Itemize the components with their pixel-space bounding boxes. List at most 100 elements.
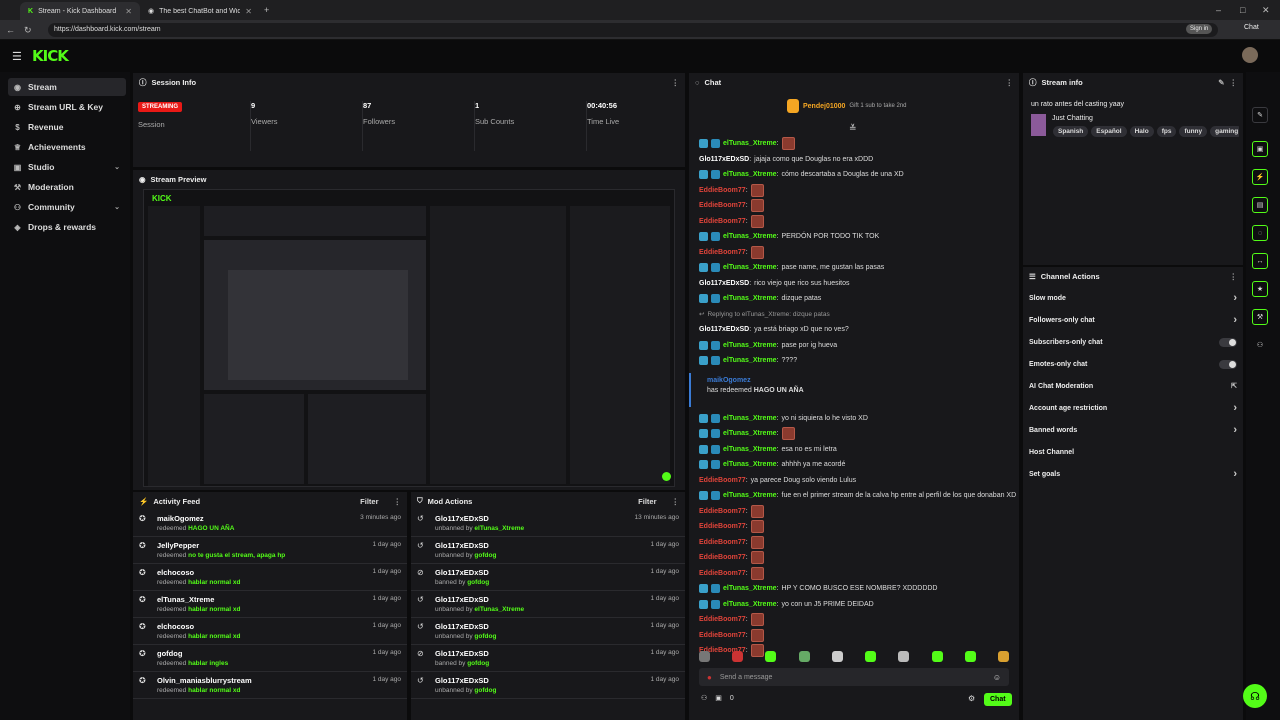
stream-tag[interactable]: gaming [1210,126,1239,137]
chat-username[interactable]: elTunas_Xtreme [723,171,777,179]
activity-user[interactable]: Olvin_maniasblurrystream [157,676,252,685]
rail-chat-button[interactable]: ◌ [1248,224,1272,242]
chat-message[interactable]: EddieBoom77: [689,214,1019,230]
channel-action-host-channel[interactable]: Host Channel [1023,441,1243,463]
emote-picker-icon[interactable] [732,651,744,662]
rail-resize-button[interactable]: ↔ [1248,252,1272,270]
sidebar-item-stream[interactable]: ◉ Stream [8,78,126,96]
chat-message[interactable]: elTunas_Xtreme: pase name, me gustan las … [689,260,1019,276]
back-icon[interactable]: ← [6,25,15,35]
channel-action-emotes-only-chat[interactable]: Emotes-only chat [1023,353,1243,375]
chat-username[interactable]: elTunas_Xtreme [723,600,777,608]
chat-username[interactable]: elTunas_Xtreme [723,445,777,453]
chat-username[interactable]: Glo117xEDxSD [699,279,750,287]
new-tab-button[interactable]: + [264,5,270,15]
mod-action-row[interactable]: ↺ Glo117xEDxSD unbanned by elTunas_Xtreme 1… [411,591,685,618]
chat-message[interactable]: EddieBoom77: [689,566,1019,582]
emote-picker-icon[interactable] [798,651,810,662]
chat-username[interactable]: elTunas_Xtreme [723,357,777,365]
channel-action-subscribers-only-chat[interactable]: Subscribers-only chat [1023,331,1243,353]
sidebar-item-drops-rewards[interactable]: ◈ Drops & rewards [8,218,126,236]
emote-picker-icon[interactable] [765,651,777,662]
browser-tab-chatbot[interactable]: ◉ The best ChatBot and Widgets fo ✕ [140,2,260,20]
stream-preview-video[interactable]: KICK [143,189,675,487]
chat-username[interactable]: EddieBoom77 [699,186,746,194]
stream-tag[interactable]: Spanish [1053,126,1089,137]
channel-action-ai-chat-moderation[interactable]: AI Chat Moderation ⇱ [1023,375,1243,397]
channel-action-account-age-restriction[interactable]: Account age restriction › [1023,397,1243,419]
activity-row[interactable]: ✪ elTunas_Xtreme redeemed hablar normal xd… [133,591,407,618]
chat-username[interactable]: elTunas_Xtreme [723,414,777,422]
chat-message[interactable]: elTunas_Xtreme: cómo descartaba a Douglas… [689,167,1019,183]
rail-users-button[interactable]: ⚇ [1256,342,1264,349]
chat-message[interactable]: Glo117xEDxSD: jajaja como que Douglas no … [689,152,1019,168]
menu-icon[interactable]: ☰ [12,51,22,63]
chat-message[interactable]: elTunas_Xtreme: ahhhh ya me acordé [689,457,1019,473]
more-icon[interactable]: ⋮ [671,77,680,87]
more-icon[interactable]: ⋮ [1229,77,1238,87]
chat-username[interactable]: elTunas_Xtreme [723,585,777,593]
sidebar-item-revenue[interactable]: $ Revenue [8,118,126,136]
more-icon[interactable]: ⋮ [671,496,680,506]
activity-user[interactable]: JellyPepper [157,541,200,550]
rail-session-button[interactable]: ▣ [1248,140,1272,158]
reload-icon[interactable]: ↻ [24,25,32,35]
chat-username[interactable]: EddieBoom77 [699,248,746,256]
minimize-icon[interactable]: – [1216,5,1222,15]
channel-action-set-goals[interactable]: Set goals › [1023,463,1243,485]
chat-message[interactable]: elTunas_Xtreme: pase por ig hueva [689,338,1019,354]
chat-input-box[interactable]: ● Send a message ☺ [699,668,1009,686]
activity-user[interactable]: elchocoso [157,622,195,631]
chat-username[interactable]: elTunas_Xtreme [723,295,777,303]
rail-wrench-button[interactable]: ⚒ [1248,308,1272,326]
chat-username[interactable]: elTunas_Xtreme [723,140,777,148]
chat-username[interactable]: EddieBoom77 [699,217,746,225]
activity-row[interactable]: ✪ gofdog redeemed hablar ingles 1 day ago [133,645,407,672]
chat-username[interactable]: EddieBoom77 [699,631,746,639]
activity-user[interactable]: gofdog [157,649,183,658]
kick-logo[interactable]: KICK [32,47,69,65]
chat-message[interactable]: elTunas_Xtreme: yo ni siquiera lo he vist… [689,411,1019,427]
chat-message[interactable]: elTunas_Xtreme: HP Y COMO BUSCO ESE NOMBR… [689,581,1019,597]
avatar[interactable] [1242,47,1258,63]
chat-message[interactable]: EddieBoom77: [689,612,1019,628]
chat-message[interactable]: elTunas_Xtreme: dizque patas [689,291,1019,307]
stream-tag[interactable]: funny [1179,126,1208,137]
chat-message[interactable]: ↩ Replying to elTunas_Xtreme: dizque pata… [689,307,1019,323]
close-tab-icon[interactable]: ✕ [245,6,252,16]
support-chat-button[interactable]: ☊ [1243,684,1267,708]
edit-icon[interactable]: ✎ [1218,77,1225,87]
toggle-switch[interactable] [1219,337,1237,347]
toggle-switch[interactable] [1219,359,1237,369]
activity-row[interactable]: ✪ elchocoso redeemed hablar normal xd 1 day… [133,564,407,591]
sidebar-item-studio[interactable]: ▣ Studio ⌄ [8,158,126,176]
activity-row[interactable]: ✪ elchocoso redeemed hablar normal xd 1 day… [133,618,407,645]
chat-message[interactable]: EddieBoom77: [689,643,1019,659]
collapse-pinned-icon[interactable]: ≚ [849,123,857,133]
stream-tag[interactable]: Halo [1129,126,1154,137]
emoji-icon[interactable]: ☺ [992,672,1001,682]
mod-target-user[interactable]: Glo117xEDxSD [435,541,489,550]
chat-message[interactable]: EddieBoom77: [689,245,1019,261]
chat-message[interactable]: elTunas_Xtreme: PERDÓN POR TODO TIK TOK [689,229,1019,245]
activity-user[interactable]: elchocoso [157,568,195,577]
sidebar-item-stream-url-key[interactable]: ⊕ Stream URL & Key [8,98,126,116]
emote-picker-icon[interactable] [931,651,943,662]
filter-button[interactable]: Filter [360,496,379,506]
mod-target-user[interactable]: Glo117xEDxSD [435,649,489,658]
chevron-down-icon[interactable]: ⌄ [114,204,120,211]
mod-target-user[interactable]: Glo117xEDxSD [435,622,489,631]
chat-username[interactable]: elTunas_Xtreme [723,492,777,500]
emote-picker-icon[interactable] [865,651,877,662]
chat-message[interactable]: EddieBoom77: [689,183,1019,199]
chevron-down-icon[interactable]: ⌄ [114,164,120,171]
sidebar-item-moderation[interactable]: ⚒ Moderation [8,178,126,196]
maximize-icon[interactable]: □ [1240,5,1246,15]
rail-bolt-button[interactable]: ⚡ [1248,168,1272,186]
more-icon[interactable]: ⋮ [1005,77,1014,87]
chat-message[interactable]: elTunas_Xtreme: fue en el primer stream d… [689,488,1019,504]
chat-username[interactable]: elTunas_Xtreme [723,430,777,438]
pinned-gift[interactable]: Pendej01000 Gift 1 sub to take 2nd [787,99,906,113]
mod-action-row[interactable]: ↺ Glo117xEDxSD unbanned by elTunas_Xtreme 1… [411,510,685,537]
chat-username[interactable]: elTunas_Xtreme [723,233,777,241]
